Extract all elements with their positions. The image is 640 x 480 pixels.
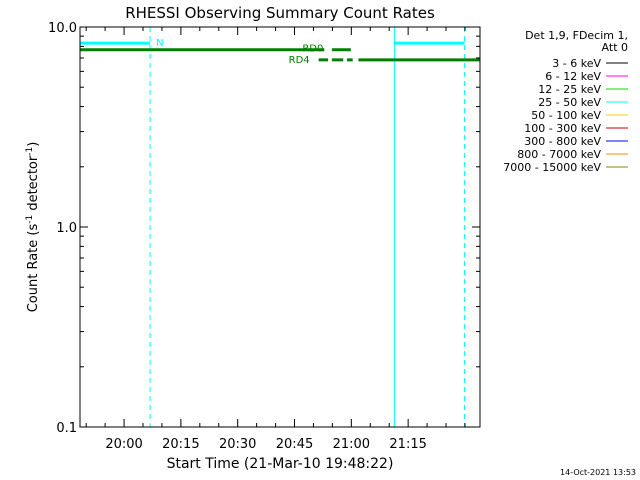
y-label-sup1: -1 [25, 215, 35, 224]
y-label-mid: detector [26, 155, 41, 215]
legend-label: 800 - 7000 keV [517, 148, 601, 161]
legend-label: 100 - 300 keV [524, 122, 601, 135]
x-tick-label: 20:30 [219, 437, 256, 452]
legend-label: 3 - 6 keV [552, 57, 601, 70]
y-label-sup2: -1 [25, 147, 35, 156]
legend-label: 300 - 800 keV [524, 135, 601, 148]
legend-label: 50 - 100 keV [531, 109, 601, 122]
y-label-end: ) [26, 142, 41, 147]
y-tick-label: 0.1 [56, 421, 77, 436]
chart-title: RHESSI Observing Summary Count Rates [125, 4, 435, 22]
x-axis-label: Start Time (21-Mar-10 19:48:22) [167, 456, 394, 472]
legend-header: Att 0 [602, 41, 628, 54]
radiation-label-rd4: RD4 [289, 55, 310, 66]
legend-label: 25 - 50 keV [538, 96, 601, 109]
x-tick-label: 20:45 [276, 437, 313, 452]
x-tick-label: 21:15 [389, 437, 426, 452]
y-axis-label: Count Rate (s-1 detector-1) [25, 142, 41, 313]
plot-frame [79, 26, 481, 428]
radiation-label-rd0: RD0 [302, 44, 323, 55]
x-tick-label: 20:15 [162, 437, 199, 452]
y-tick-label: 10.0 [48, 21, 77, 36]
night-label: N [156, 38, 163, 49]
x-tick-label: 21:00 [333, 437, 370, 452]
legend-label: 6 - 12 keV [545, 70, 601, 83]
timestamp: 14-Oct-2021 13:53 [560, 468, 636, 477]
tick-layer: 20:00 20:15 20:30 20:45 21:00 21:15 10.0 1.0 0.1 [48, 21, 480, 452]
y-label-main: Count Rate (s [26, 224, 41, 313]
y-tick-label: 1.0 [56, 221, 77, 236]
legend-label: 7000 - 15000 keV [503, 161, 601, 174]
x-tick-label: 20:00 [105, 437, 142, 452]
legend-header: Det 1,9, FDecim 1, [525, 29, 628, 42]
legend-label: 12 - 25 keV [538, 83, 601, 96]
